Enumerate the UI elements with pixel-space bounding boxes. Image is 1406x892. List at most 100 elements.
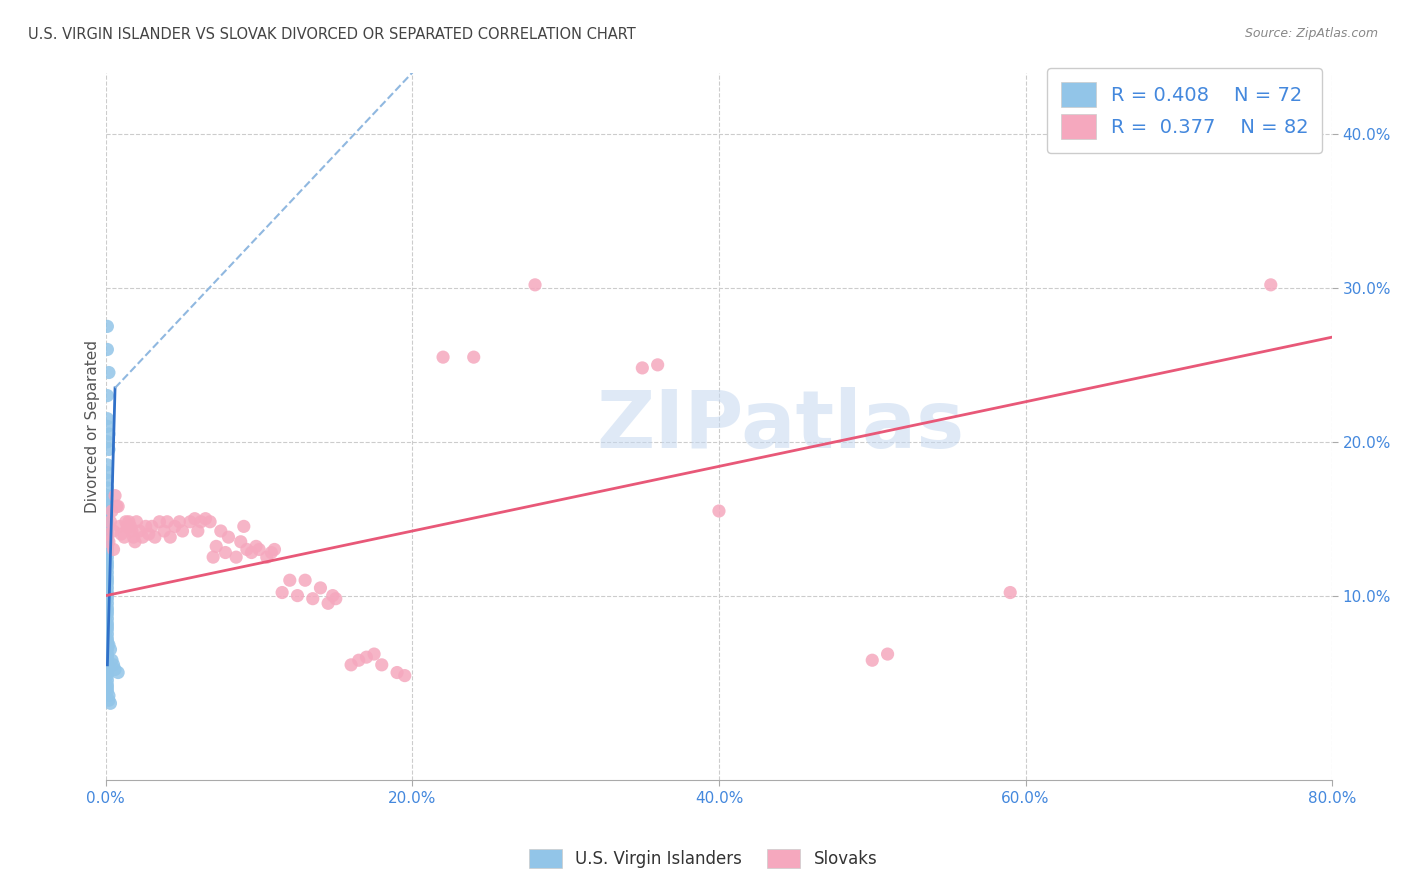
Point	[96, 632, 118, 646]
Point	[278, 573, 301, 587]
Point	[524, 277, 547, 292]
Point	[96, 530, 118, 544]
Point	[96, 466, 118, 480]
Point	[101, 653, 124, 667]
Point	[100, 515, 122, 529]
Point	[97, 442, 120, 457]
Point	[240, 545, 263, 559]
Point	[96, 527, 118, 541]
Point	[96, 678, 118, 692]
Point	[96, 619, 118, 633]
Text: Source: ZipAtlas.com: Source: ZipAtlas.com	[1244, 27, 1378, 40]
Point	[96, 558, 118, 572]
Point	[96, 576, 118, 591]
Point	[143, 530, 166, 544]
Point	[104, 489, 127, 503]
Point	[214, 545, 236, 559]
Point	[218, 530, 240, 544]
Point	[294, 573, 316, 587]
Point	[96, 411, 118, 425]
Point	[347, 653, 370, 667]
Point	[108, 519, 131, 533]
Point	[96, 540, 118, 554]
Point	[96, 550, 118, 565]
Point	[187, 524, 209, 538]
Point	[120, 519, 142, 533]
Point	[316, 596, 339, 610]
Point	[97, 534, 120, 549]
Point	[385, 665, 408, 680]
Point	[876, 647, 898, 661]
Point	[96, 561, 118, 575]
Point	[138, 527, 160, 541]
Point	[96, 616, 118, 631]
Point	[96, 515, 118, 529]
Point	[96, 319, 118, 334]
Point	[463, 350, 485, 364]
Point	[104, 663, 127, 677]
Point	[309, 581, 332, 595]
Point	[96, 638, 118, 652]
Point	[236, 542, 259, 557]
Point	[148, 515, 170, 529]
Point	[103, 524, 125, 538]
Legend: R = 0.408    N = 72, R =  0.377    N = 82: R = 0.408 N = 72, R = 0.377 N = 82	[1047, 68, 1323, 153]
Point	[112, 530, 135, 544]
Point	[860, 653, 883, 667]
Point	[96, 642, 118, 657]
Point	[169, 515, 191, 529]
Point	[96, 555, 118, 569]
Point	[198, 515, 221, 529]
Point	[153, 524, 176, 538]
Point	[263, 542, 285, 557]
Text: U.S. VIRGIN ISLANDER VS SLOVAK DIVORCED OR SEPARATED CORRELATION CHART: U.S. VIRGIN ISLANDER VS SLOVAK DIVORCED …	[28, 27, 636, 42]
Point	[97, 689, 120, 703]
Point	[96, 493, 118, 508]
Point	[432, 350, 454, 364]
Point	[96, 627, 118, 641]
Point	[124, 534, 146, 549]
Point	[356, 650, 378, 665]
Point	[128, 524, 150, 538]
Point	[194, 511, 217, 525]
Text: ZIPatlas: ZIPatlas	[596, 387, 965, 466]
Point	[190, 515, 212, 529]
Point	[96, 585, 118, 599]
Point	[141, 519, 163, 533]
Point	[103, 657, 125, 672]
Point	[96, 500, 118, 514]
Point	[202, 550, 225, 565]
Point	[97, 427, 120, 442]
Point	[96, 343, 118, 357]
Point	[96, 623, 118, 637]
Point	[205, 540, 228, 554]
Point	[121, 524, 143, 538]
Point	[131, 530, 153, 544]
Point	[1198, 124, 1220, 138]
Point	[647, 358, 669, 372]
Point	[179, 515, 201, 529]
Point	[96, 663, 118, 677]
Point	[340, 657, 363, 672]
Point	[96, 473, 118, 487]
Point	[96, 389, 118, 403]
Point	[96, 634, 118, 648]
Point	[96, 489, 118, 503]
Point	[96, 434, 118, 449]
Point	[96, 545, 118, 559]
Point	[107, 500, 129, 514]
Point	[96, 657, 118, 672]
Point	[96, 647, 118, 661]
Point	[96, 589, 118, 603]
Point	[1260, 277, 1282, 292]
Point	[96, 596, 118, 610]
Point	[96, 650, 118, 665]
Point	[103, 542, 125, 557]
Point	[96, 673, 118, 688]
Point	[260, 545, 283, 559]
Point	[96, 527, 118, 541]
Point	[707, 504, 730, 518]
Point	[100, 696, 122, 710]
Point	[229, 534, 252, 549]
Point	[96, 542, 118, 557]
